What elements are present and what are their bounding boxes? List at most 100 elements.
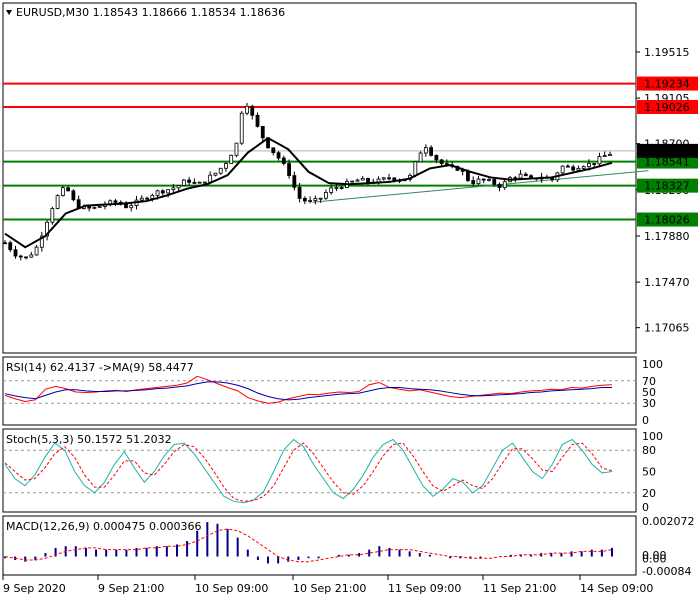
bear-candle <box>260 125 265 139</box>
price-tick-label: 1.19515 <box>644 46 690 59</box>
bull-candle <box>518 173 523 179</box>
bull-candle <box>597 156 602 165</box>
bull-candle <box>234 142 239 156</box>
bull-candle <box>587 163 591 168</box>
bear-candle <box>71 190 76 201</box>
bear-candle <box>550 177 555 181</box>
stoch-signal-line <box>4 442 613 502</box>
bear-candle <box>281 157 286 164</box>
rsi-line <box>4 375 613 404</box>
bull-candle <box>324 192 328 199</box>
price-tick-label: 1.17470 <box>644 276 690 289</box>
support-level-label: 1.18026 <box>644 214 690 227</box>
stoch-tick-label: 50 <box>642 466 656 479</box>
bull-candle <box>229 154 234 164</box>
stoch-tick-label: 80 <box>642 444 656 457</box>
bull-candle <box>45 221 49 237</box>
bear-candle <box>297 186 302 199</box>
bull-candle <box>418 152 423 163</box>
bull-candle <box>203 181 207 184</box>
bear-candle <box>124 203 128 209</box>
bull-candle <box>60 187 65 196</box>
time-tick-label: 10 Sep 21:00 <box>293 582 366 595</box>
bear-candle <box>113 200 118 203</box>
bull-candle <box>334 187 339 189</box>
bear-candle <box>18 255 23 258</box>
bear-candle <box>276 152 281 159</box>
bull-candle <box>560 165 565 174</box>
bear-candle <box>87 206 92 209</box>
bull-candle <box>608 154 612 157</box>
bull-candle <box>360 178 365 181</box>
support-level-label: 1.18541 <box>644 156 690 169</box>
bear-candle <box>8 242 13 251</box>
resistance-level-tag <box>637 76 698 91</box>
bear-candle <box>492 179 497 185</box>
bear-candle <box>255 114 260 127</box>
bear-candle <box>287 163 291 176</box>
rsi-ma-line <box>4 381 612 401</box>
support-level-label: 1.18327 <box>644 180 690 193</box>
bull-candle <box>155 190 160 196</box>
bull-candle <box>355 179 360 182</box>
bull-candle <box>150 194 155 199</box>
bull-candle <box>502 181 507 188</box>
rsi-tick-label: 0 <box>642 414 649 427</box>
price-tick-label: 1.17065 <box>644 322 690 335</box>
rsi-tick-label: 30 <box>642 397 656 410</box>
bull-candle <box>208 174 213 183</box>
bear-candle <box>192 181 197 184</box>
bear-candle <box>471 180 476 185</box>
moving-average-line <box>4 136 613 249</box>
resistance-level-label: 1.19026 <box>644 101 690 114</box>
bull-candle <box>92 206 97 209</box>
bull-candle <box>166 189 170 194</box>
bull-candle <box>308 200 313 202</box>
resistance-level-label: 1.19234 <box>644 78 690 91</box>
bull-candle <box>476 178 481 185</box>
macd-tick-label: -0.00084 <box>642 565 691 578</box>
bear-candle <box>187 179 192 183</box>
bull-candle <box>413 161 418 176</box>
stoch-tick-label: 0 <box>642 501 649 514</box>
bear-candle <box>13 249 18 257</box>
bull-candle <box>218 167 223 174</box>
bull-candle <box>197 181 202 184</box>
rsi-tick-label: 100 <box>642 358 663 371</box>
bull-candle <box>171 187 176 191</box>
bear-candle <box>481 178 486 181</box>
bull-candle <box>329 187 334 193</box>
bull-candle <box>50 208 55 223</box>
panel-frame-0 <box>2 2 637 354</box>
macd-tick-label: 0.00 <box>642 552 667 565</box>
stoch-tick-label: 100 <box>642 430 663 443</box>
bull-candle <box>581 166 586 169</box>
support-level-tag <box>637 178 698 193</box>
bull-candle <box>29 254 34 258</box>
support-level-tag <box>637 212 698 227</box>
current-price-label: 1.18636 <box>644 145 690 158</box>
panel-frame-2 <box>2 428 637 513</box>
bull-candle <box>245 105 249 114</box>
stoch-panel-title: Stoch(5,3,3) 50.1572 51.2032 <box>6 433 172 446</box>
rsi-tick-label: 50 <box>642 386 656 399</box>
trendline <box>312 170 649 203</box>
bear-candle <box>302 198 307 202</box>
support-level-tag <box>637 154 698 169</box>
chart-header-title: EURUSD,M30 1.18543 1.18666 1.18534 1.186… <box>16 6 285 19</box>
macd-tick-label: 0.00 <box>642 549 667 562</box>
bull-candle <box>381 177 386 180</box>
bear-candle <box>439 159 444 165</box>
bull-candle <box>34 246 39 256</box>
bull-candle <box>350 180 355 183</box>
bear-candle <box>66 187 71 192</box>
panel-frame-3 <box>2 515 637 576</box>
stoch-tick-label: 20 <box>642 487 656 500</box>
bear-candle <box>24 256 28 259</box>
bear-candle <box>3 242 7 245</box>
bull-candle <box>55 195 60 209</box>
bear-candle <box>387 177 391 180</box>
bull-candle <box>239 112 244 144</box>
panel-frame-1 <box>2 356 637 426</box>
